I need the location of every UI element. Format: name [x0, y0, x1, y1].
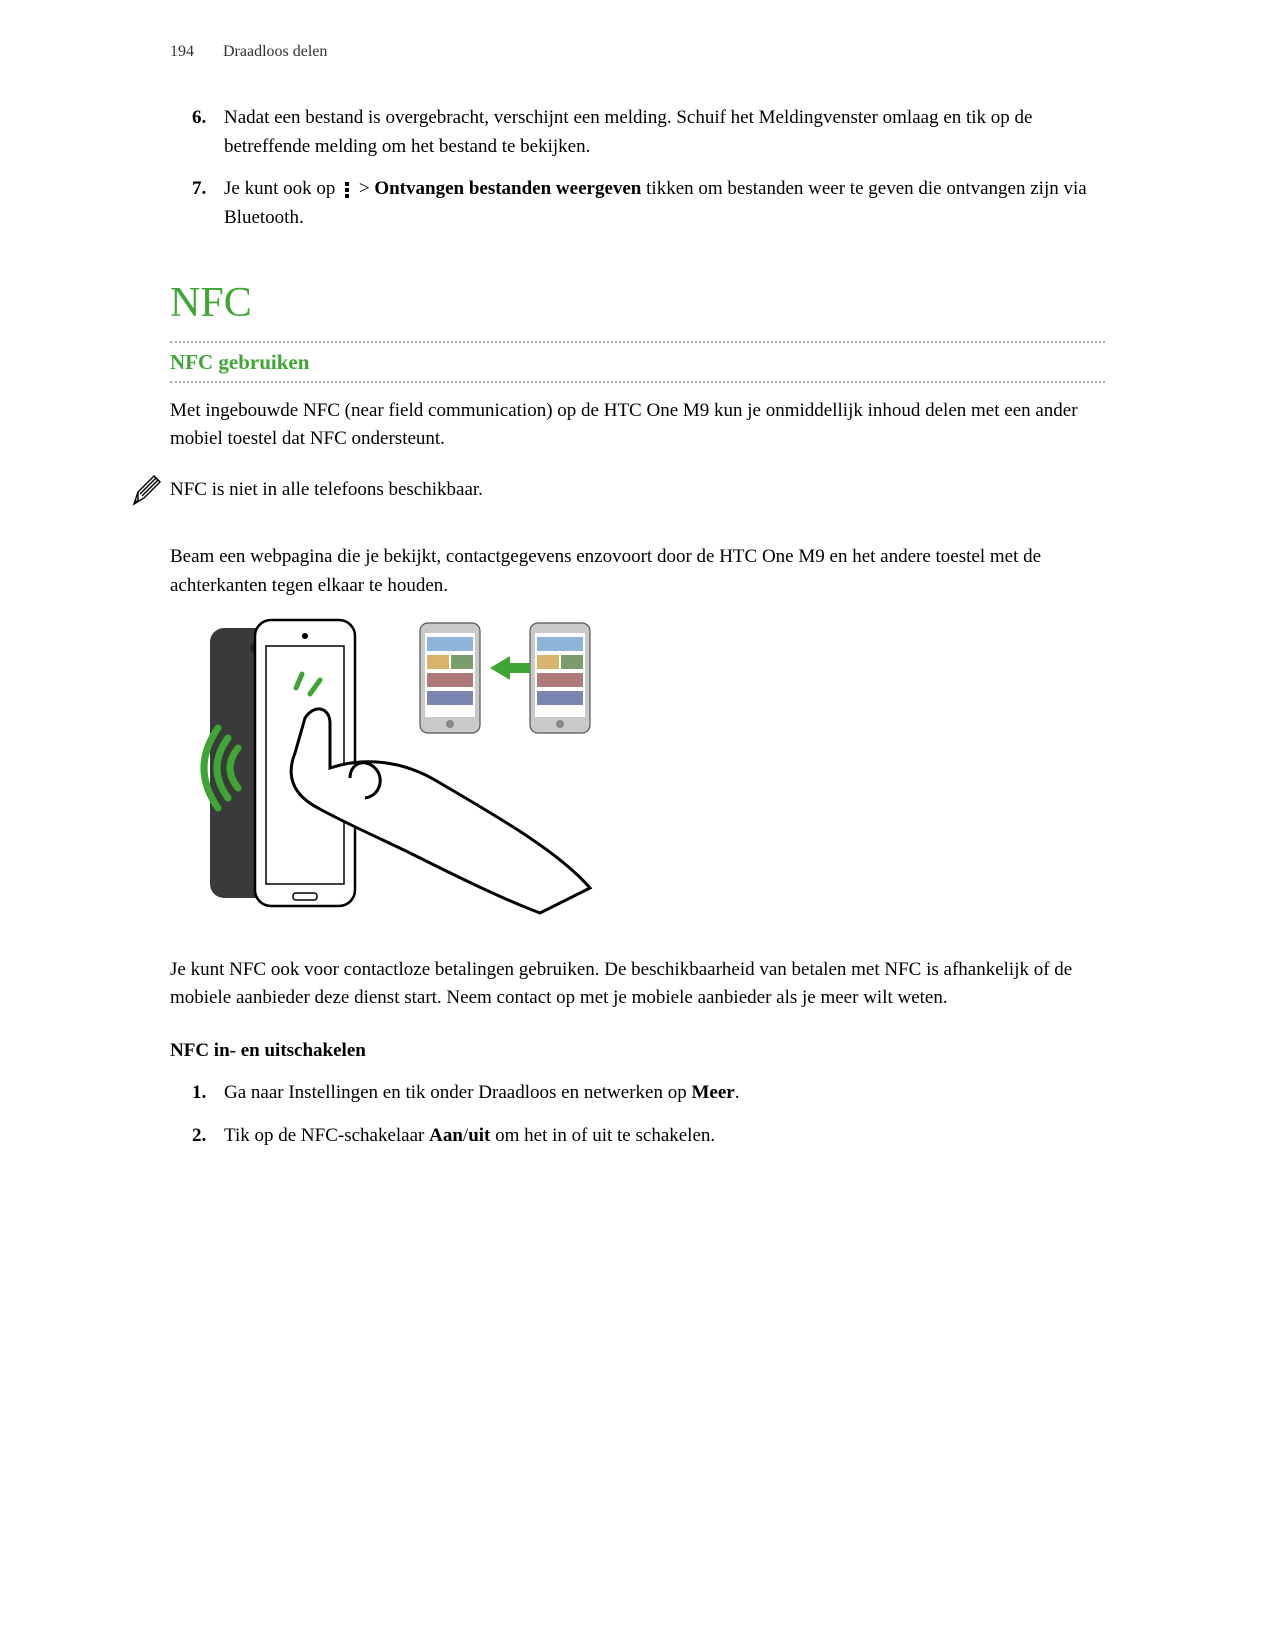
- list-text: Ga naar Instellingen en tik onder Draadl…: [224, 1079, 1105, 1108]
- text-fragment: >: [354, 178, 374, 199]
- bold-label: uit: [468, 1125, 490, 1146]
- subsection-title: NFC gebruiken: [170, 347, 1105, 383]
- paragraph: Beam een webpagina die je bekijkt, conta…: [170, 543, 1105, 600]
- header-section: Draadloos delen: [223, 43, 327, 60]
- list-item: 6. Nadat een bestand is overgebracht, ve…: [170, 104, 1105, 161]
- list-text: Nadat een bestand is overgebracht, versc…: [224, 104, 1105, 161]
- document-page: 194 Draadloos delen 6. Nadat een bestand…: [0, 0, 1275, 1651]
- divider: [170, 341, 1105, 343]
- text-fragment: .: [735, 1082, 740, 1103]
- list-item: 7. Je kunt ook op > Ontvangen bestanden …: [170, 175, 1105, 232]
- paragraph: Je kunt NFC ook voor contactloze betalin…: [170, 956, 1105, 1013]
- text-fragment: Ga naar Instellingen en tik onder Draadl…: [224, 1082, 691, 1103]
- text-fragment: Tik op de NFC-schakelaar: [224, 1125, 429, 1146]
- nfc-figure: [200, 618, 1105, 928]
- bold-label: Ontvangen bestanden weergeven: [374, 178, 641, 199]
- sub-heading: NFC in- en uitschakelen: [170, 1037, 1105, 1066]
- arrow-icon: [490, 656, 530, 680]
- bold-label: Aan: [429, 1125, 463, 1146]
- overflow-menu-icon: [342, 181, 352, 199]
- paragraph: Met ingebouwde NFC (near field communica…: [170, 397, 1105, 454]
- list-item: 2. Tik op de NFC-schakelaar Aan/uit om h…: [170, 1122, 1105, 1151]
- list-number: 7.: [192, 175, 224, 232]
- text-fragment: Je kunt ook op: [224, 178, 340, 199]
- list-number: 1.: [192, 1079, 224, 1108]
- list-number: 2.: [192, 1122, 224, 1151]
- list-item: 1. Ga naar Instellingen en tik onder Dra…: [170, 1079, 1105, 1108]
- pencil-icon: [130, 474, 170, 518]
- page-number: 194: [170, 43, 194, 60]
- bold-label: Meer: [691, 1082, 734, 1103]
- list-text: Je kunt ook op > Ontvangen bestanden wee…: [224, 175, 1105, 232]
- note-row: NFC is niet in alle telefoons beschikbaa…: [130, 474, 1105, 518]
- note-text: NFC is niet in alle telefoons beschikbaa…: [170, 474, 1105, 505]
- section-title: NFC: [170, 272, 1105, 335]
- text-fragment: om het in of uit te schakelen.: [490, 1125, 715, 1146]
- page-header: 194 Draadloos delen: [170, 40, 1105, 64]
- list-number: 6.: [192, 104, 224, 161]
- list-text: Tik op de NFC-schakelaar Aan/uit om het …: [224, 1122, 1105, 1151]
